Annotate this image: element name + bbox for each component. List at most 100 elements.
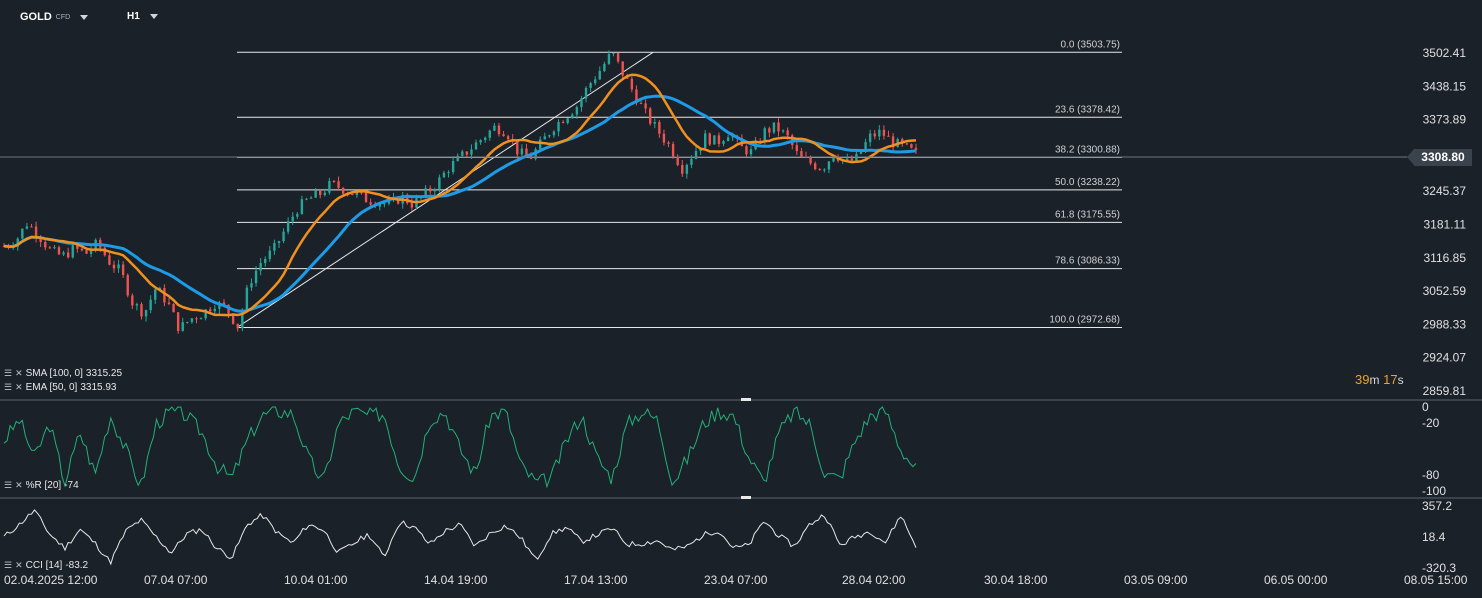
settings-icon[interactable]: ☰ [4,560,13,570]
chevron-down-icon [149,14,158,19]
wr-tick-label: -20 [1422,416,1440,430]
candle-body [231,313,235,324]
candle-body [905,143,909,145]
candle-body [167,302,171,305]
fib-level-label: 0.0 (3503.75) [1061,39,1121,50]
candle-body [878,129,881,137]
candle-body [337,181,340,188]
candle-body [16,238,19,247]
candle-body [800,151,803,157]
candle-body [369,202,372,205]
candle-body [823,169,826,171]
candle-body [190,318,194,322]
cci-line [3,509,917,566]
settings-icon[interactable]: ☰ [4,368,13,378]
candle-body [209,309,212,312]
panel-resize-handle [741,398,751,401]
candle-body [319,190,322,195]
candle-body [763,128,766,143]
close-icon[interactable]: ✕ [15,480,23,490]
candle-body [355,192,359,196]
candle-body [703,133,707,148]
candle-body [186,321,189,323]
candle-body [328,180,331,193]
candle-body [772,122,776,133]
candle-body [694,150,698,159]
time-tick-label: 03.05 09:00 [1124,573,1188,587]
candle-body [259,263,262,271]
sma-value: 3315.25 [85,368,123,379]
panel-resize-handle [741,496,751,499]
candle-body [176,312,180,331]
wr-tick-label: -100 [1422,484,1446,498]
candle-body [566,118,569,123]
close-icon[interactable]: ✕ [15,368,23,378]
candle-body [658,122,661,134]
candle-body [584,87,588,99]
candle-body [717,135,721,144]
fib-level-label: 38.2 (3300.88) [1055,144,1120,155]
candle-body [53,247,56,249]
symbol-selector[interactable]: GOLD CFD [20,11,89,23]
settings-icon[interactable]: ☰ [4,382,13,392]
candle-body [57,247,61,255]
cci-legend[interactable]: ☰ ✕ CCI [14] -83.2 [4,560,88,571]
close-icon[interactable]: ✕ [15,560,23,570]
candle-body [868,133,872,143]
wr-value: -74 [64,480,79,491]
candle-body [850,158,854,161]
timeframe-label: H1 [127,11,140,22]
candle-body [406,194,409,204]
candle-body [364,192,368,203]
candle-body [144,310,148,317]
sma-legend[interactable]: ☰ ✕ SMA [100, 0] 3315.25 [4,368,122,379]
chevron-down-icon [80,14,89,20]
candle-body [470,149,473,155]
candle-body [21,228,24,239]
candle-body [548,135,551,137]
fibonacci-retracement[interactable]: 0.0 (3503.75) 23.6 (3378.42) 38.2 (3300.88… [236,39,1122,329]
close-icon[interactable]: ✕ [15,382,23,392]
candle-body [245,287,249,311]
cci-panel[interactable]: 357.2 18.4 -320.3 [3,499,1456,575]
candle-body [291,216,294,222]
candle-body [451,161,455,173]
candle-body [254,270,258,284]
candle-body [117,264,120,269]
candle-body [914,147,918,150]
fib-level-label: 50.0 (3238.22) [1055,177,1120,188]
fib-level-label: 61.8 (3175.55) [1055,209,1120,220]
candle-body [273,242,276,251]
candle-body [891,136,895,148]
wr-legend[interactable]: ☰ ✕ %R [20] -74 [4,480,79,491]
candle-body [25,226,29,229]
candle-body [456,155,459,162]
candle-body [282,231,285,242]
settings-icon[interactable]: ☰ [4,480,13,490]
candle-body [781,130,785,132]
timeframe-selector[interactable]: H1 [127,11,158,22]
countdown-minutes: 39 [1355,372,1370,387]
candle-body [474,142,478,150]
candle-body [795,145,799,152]
price-tick-label: 3245.37 [1423,184,1467,198]
ema-legend[interactable]: ☰ ✕ EMA [50, 0] 3315.93 [4,382,116,393]
price-tick-label: 3373.89 [1423,113,1467,127]
candle-body [690,158,693,165]
wr-line [3,406,917,489]
fib-level-label: 23.6 (3378.42) [1055,104,1120,115]
candle-body [768,128,771,133]
candle-body [383,203,386,205]
time-tick-label: 06.05 00:00 [1264,573,1328,587]
candle-body [846,158,849,161]
price-tick-label: 3052.59 [1423,284,1467,298]
candle-body [479,140,482,143]
candle-body [286,221,290,232]
candle-body [236,323,239,329]
candle-body [48,247,52,249]
cci-tick-label: 18.4 [1422,530,1446,544]
candle-body [135,304,139,306]
williams-r-panel[interactable]: 0 -20 -80 -100 [3,400,1446,498]
candle-body [749,149,753,155]
